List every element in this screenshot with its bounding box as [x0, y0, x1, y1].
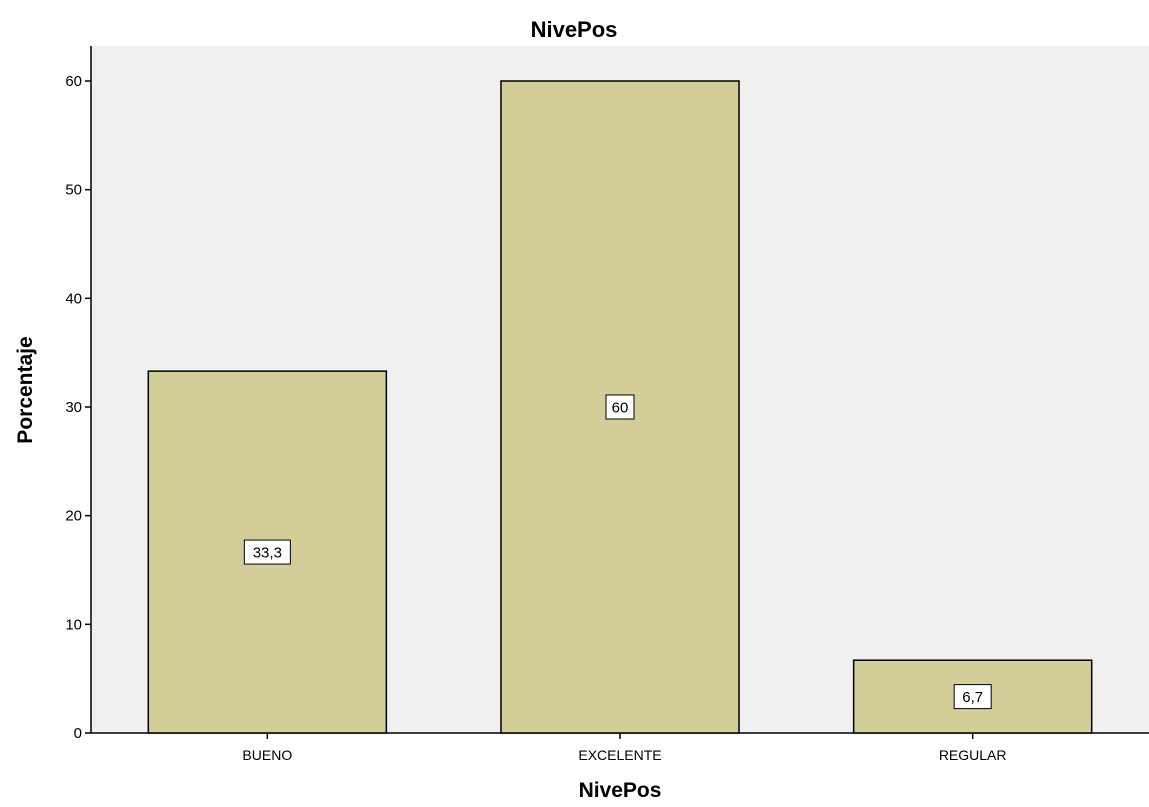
- x-tick-label: REGULAR: [939, 747, 1007, 763]
- data-label: 33,3: [253, 545, 282, 562]
- x-axis: BUENO EXCELENTE REGULAR: [91, 732, 1149, 763]
- data-label-box: [243, 539, 291, 565]
- data-label-box: [605, 394, 635, 420]
- x-axis-title: NivePos: [579, 779, 662, 802]
- y-tick-label: 50: [65, 182, 82, 199]
- data-label: 6,7: [962, 689, 983, 706]
- x-tick-label: EXCELENTE: [578, 747, 661, 763]
- y-tick-label: 10: [65, 616, 82, 633]
- data-label: 60: [612, 400, 629, 417]
- y-tick-label: 60: [65, 73, 82, 90]
- data-labels: 33,3 60 6,7: [243, 394, 992, 710]
- y-tick-label: 30: [65, 399, 82, 416]
- x-tick-label: BUENO: [242, 747, 292, 763]
- y-tick-label: 40: [65, 290, 82, 307]
- y-axis: 0 10 20 30 40 50 60: [65, 46, 92, 742]
- y-tick-label: 0: [74, 725, 82, 742]
- y-axis-title: Porcentaje: [14, 336, 37, 443]
- chart-title: NivePos: [531, 17, 618, 42]
- y-tick-label: 20: [65, 508, 82, 525]
- data-label-box: [953, 684, 992, 710]
